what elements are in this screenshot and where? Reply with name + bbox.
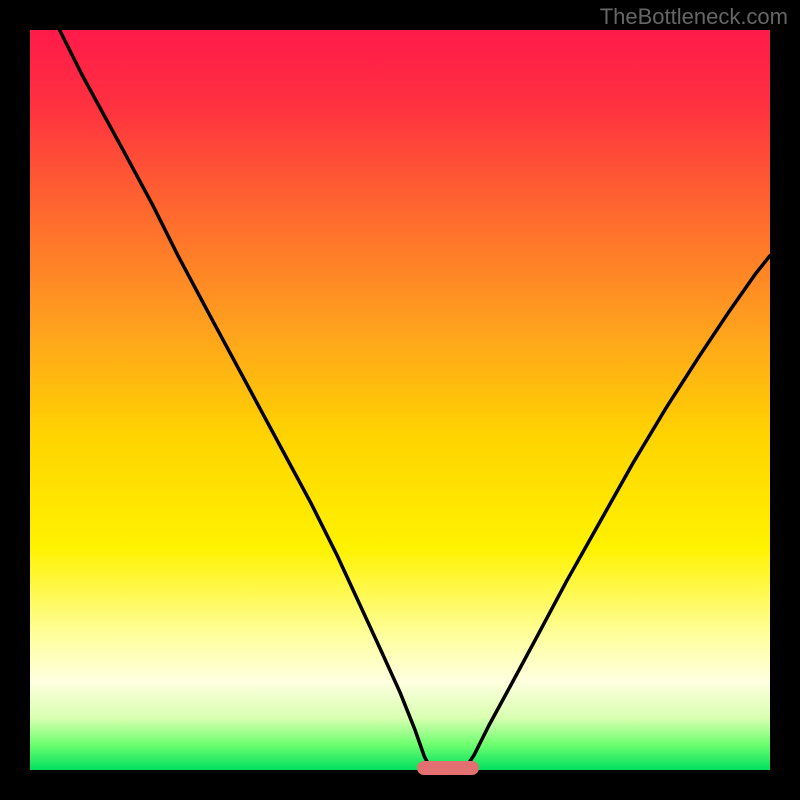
watermark-text: TheBottleneck.com — [600, 4, 788, 30]
curve-right-branch — [467, 256, 770, 767]
curve-left-branch — [60, 30, 430, 766]
optimum-marker — [417, 761, 479, 775]
bottleneck-curve — [30, 30, 770, 770]
plot-area — [30, 30, 770, 770]
